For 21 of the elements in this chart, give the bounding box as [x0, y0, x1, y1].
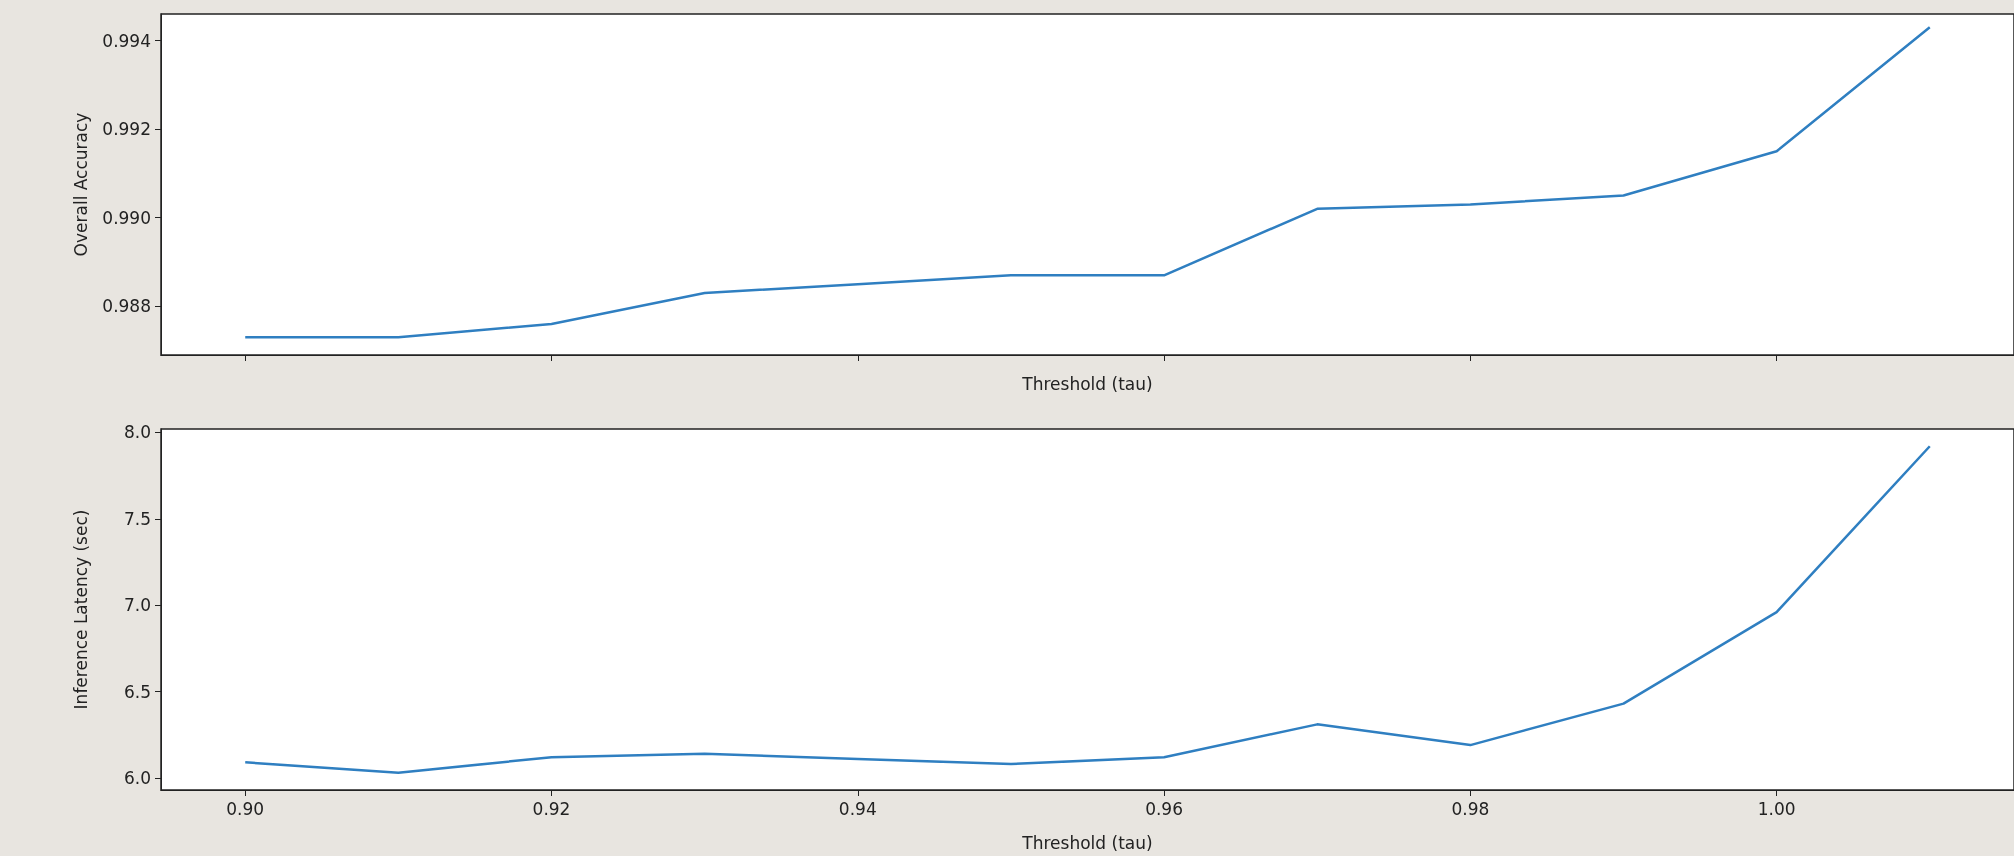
x-tick-label: 0.98: [1451, 798, 1490, 819]
y-tick-label: 6.0: [123, 767, 151, 788]
x-axis-title: Threshold (tau): [1021, 832, 1153, 853]
y-tick-label: 7.0: [123, 595, 151, 616]
y-axis-title: Overall Accuracy: [70, 112, 91, 257]
line-series: [243, 26, 1932, 339]
x-tick-label: 0.94: [838, 798, 877, 819]
x-tick-label: 0.96: [1145, 798, 1183, 819]
x-axis-title: Threshold (tau): [1021, 373, 1153, 394]
y-tick-label: 7.5: [123, 508, 151, 529]
y-tick-label: 0.994: [102, 30, 151, 51]
x-tick-label: 1.00: [1757, 798, 1796, 819]
y-tick-label: 8.0: [123, 422, 151, 443]
y-tick-label: 6.5: [123, 681, 151, 702]
y-tick-label: 0.990: [102, 207, 151, 228]
y-tick-label: 0.988: [102, 296, 151, 317]
y-tick-label: 0.992: [102, 119, 151, 140]
y-axis-title: Inference Latency (sec): [70, 509, 91, 710]
line-series: [243, 445, 1932, 774]
x-tick-label: 0.92: [532, 798, 571, 819]
x-tick-label: 0.90: [226, 798, 265, 819]
